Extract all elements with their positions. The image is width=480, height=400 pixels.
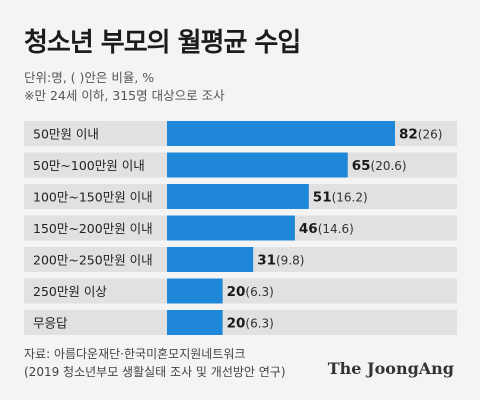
data-label: 65(20.6) (352, 158, 407, 174)
data-label: 20(6.3) (227, 316, 274, 332)
data-label: 82(26) (399, 127, 442, 143)
category-label: 200만~250만원 이내 (33, 253, 153, 268)
data-label: 46(14.6) (299, 221, 354, 237)
bar (167, 215, 295, 241)
value-label: 65 (352, 158, 371, 174)
category-label: 50만원 이내 (33, 127, 99, 142)
unit-note: 단위:명, ( )안은 비율, % (24, 70, 155, 85)
brand-logo: The JoongAng (327, 359, 454, 378)
category-label: 150만~200만원 이내 (33, 221, 153, 236)
category-label: 100만~150만원 이내 (33, 190, 153, 205)
value-label: 51 (313, 190, 332, 206)
row-band (24, 278, 457, 304)
value-label: 31 (257, 253, 276, 269)
row-band (24, 310, 457, 335)
percent-label: (6.3) (245, 317, 273, 331)
category-label: 50만~100만원 이내 (33, 158, 145, 173)
value-label: 20 (227, 316, 246, 332)
sample-note: ※만 24세 이하, 315명 대상으로 조사 (24, 88, 225, 103)
bar (167, 247, 254, 272)
percent-label: (26) (418, 128, 443, 142)
percent-label: (16.2) (332, 191, 368, 205)
value-label: 82 (399, 127, 418, 143)
bar (167, 152, 348, 178)
category-label: 무응답 (33, 316, 68, 331)
percent-label: (14.6) (318, 222, 354, 236)
chart-title: 청소년 부모의 월평균 수입 (24, 28, 301, 58)
data-label: 51(16.2) (313, 190, 368, 206)
percent-label: (6.3) (245, 285, 273, 299)
percent-label: (9.8) (276, 254, 304, 268)
data-label: 31(9.8) (257, 253, 304, 269)
data-label: 20(6.3) (227, 284, 274, 300)
bar (167, 121, 395, 146)
source-line-2: (2019 청소년부모 생활실태 조사 및 개선방안 연구) (24, 365, 286, 379)
bar (167, 184, 309, 209)
category-label: 250만원 이상 (33, 284, 107, 299)
value-label: 46 (299, 221, 318, 237)
bar (167, 278, 223, 304)
percent-label: (20.6) (371, 159, 407, 173)
source-line-1: 자료: 아름다운재단·한국미혼모지원네트워크 (24, 347, 246, 361)
value-label: 20 (227, 284, 246, 300)
bar (167, 310, 223, 335)
